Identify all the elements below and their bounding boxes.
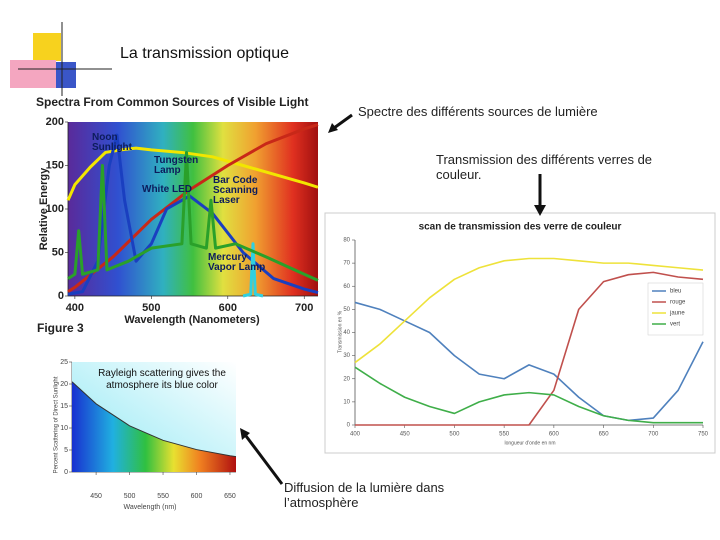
series-line bbox=[67, 133, 319, 296]
x-tick-label: 550 bbox=[157, 493, 169, 500]
x-axis-title: Wavelength (Nanometers) bbox=[124, 314, 260, 326]
y-axis-title: Transmission en % bbox=[337, 310, 343, 353]
series-line bbox=[354, 301, 704, 422]
x-tick-label: 750 bbox=[698, 432, 709, 438]
y-tick-label: 20 bbox=[343, 376, 350, 382]
chart-title: scan de transmission des verre de couleu… bbox=[419, 222, 622, 233]
x-tick-label: 550 bbox=[499, 432, 510, 438]
x-tick-label: 500 bbox=[449, 432, 460, 438]
series-line bbox=[355, 271, 704, 426]
y-tick-label: 80 bbox=[343, 238, 350, 244]
y-tick-label: 50 bbox=[343, 307, 350, 313]
x-tick-label: 400 bbox=[350, 432, 361, 438]
y-axis-title: Percent Scattering of Direct Sunlight bbox=[54, 376, 60, 473]
series-line bbox=[66, 146, 319, 201]
legend-label: jaune bbox=[669, 311, 685, 317]
series-label: Mercury Vapor Lamp bbox=[208, 252, 266, 273]
x-tick-label: 450 bbox=[400, 432, 411, 438]
x-tick-label: 400 bbox=[66, 302, 84, 314]
series-line bbox=[354, 366, 703, 424]
y-axis-title: Relative Energy bbox=[38, 167, 50, 250]
series-label: Noon Sunlight bbox=[92, 132, 132, 153]
y-tick-label: 50 bbox=[52, 246, 64, 258]
x-tick-label: 600 bbox=[191, 493, 203, 500]
y-tick-label: 60 bbox=[343, 284, 350, 290]
arrow bbox=[333, 113, 353, 130]
x-tick-label: 450 bbox=[90, 493, 102, 500]
y-tick-label: 0 bbox=[64, 469, 68, 476]
y-tick-label: 40 bbox=[343, 330, 350, 336]
series-label: Bar Code Scanning Laser bbox=[213, 175, 259, 206]
deco-square bbox=[10, 60, 56, 88]
legend-label: bleu bbox=[670, 289, 681, 295]
y-tick-label: 10 bbox=[60, 425, 68, 432]
y-tick-label: 10 bbox=[343, 399, 350, 405]
x-tick-label: 650 bbox=[224, 493, 236, 500]
y-tick-label: 0 bbox=[58, 290, 64, 302]
y-tick-label: 200 bbox=[46, 116, 64, 128]
deco-square bbox=[33, 33, 61, 61]
x-tick-label: 500 bbox=[142, 302, 160, 314]
legend-label: rouge bbox=[670, 300, 686, 306]
figure-caption: Figure 3 bbox=[37, 321, 84, 335]
annotation: Transmission des différents verres de co… bbox=[436, 152, 653, 182]
arrow bbox=[244, 435, 284, 485]
y-tick-label: 150 bbox=[46, 159, 64, 171]
y-tick-label: 30 bbox=[343, 353, 350, 359]
y-tick-label: 15 bbox=[60, 403, 68, 410]
x-axis-title: Wavelength (nm) bbox=[123, 504, 176, 511]
chart-title: Spectra From Common Sources of Visible L… bbox=[36, 95, 309, 109]
y-tick-label: 20 bbox=[60, 381, 68, 388]
y-tick-label: 25 bbox=[60, 359, 68, 366]
x-tick-label: 600 bbox=[219, 302, 237, 314]
y-tick-label: 0 bbox=[347, 423, 351, 429]
x-tick-label: 600 bbox=[549, 432, 560, 438]
annotation: Diffusion de la lumière dans l’atmosphèr… bbox=[284, 480, 445, 510]
x-tick-label: 700 bbox=[295, 302, 313, 314]
x-axis-title: longueur d'onde en nm bbox=[505, 440, 556, 446]
series-label: Tungsten Lamp bbox=[154, 155, 199, 176]
x-tick-label: 500 bbox=[124, 493, 136, 500]
arrow-head bbox=[240, 428, 250, 440]
series-label: White LED bbox=[142, 184, 192, 195]
annotation: Spectre des différents sources de lumièr… bbox=[358, 104, 598, 119]
deco-square bbox=[56, 62, 76, 88]
legend-label: vert bbox=[670, 322, 680, 328]
series-line bbox=[354, 257, 704, 364]
arrows bbox=[244, 113, 542, 485]
y-tick-label: 5 bbox=[64, 447, 68, 454]
x-tick-label: 650 bbox=[599, 432, 610, 438]
slide-title: La transmission optique bbox=[120, 45, 289, 62]
area-line bbox=[71, 381, 237, 458]
series-line bbox=[67, 150, 319, 282]
arrow-head bbox=[328, 123, 338, 133]
chart-title: Rayleigh scattering gives the atmosphere… bbox=[98, 368, 226, 391]
y-tick-label: 70 bbox=[343, 261, 350, 267]
x-tick-label: 700 bbox=[648, 432, 659, 438]
y-tick-label: 100 bbox=[46, 203, 64, 215]
arrow-head bbox=[534, 205, 546, 216]
series-line bbox=[242, 242, 264, 298]
